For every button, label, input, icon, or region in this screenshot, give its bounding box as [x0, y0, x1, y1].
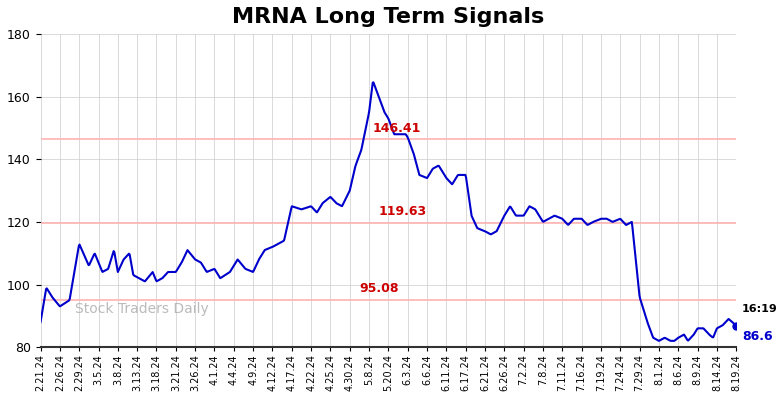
Text: 119.63: 119.63 [379, 205, 426, 219]
Text: 146.41: 146.41 [373, 121, 421, 135]
Text: Stock Traders Daily: Stock Traders Daily [75, 302, 209, 316]
Text: 86.6: 86.6 [742, 330, 773, 343]
Text: 95.08: 95.08 [359, 282, 399, 295]
Text: 16:19: 16:19 [742, 304, 778, 314]
Title: MRNA Long Term Signals: MRNA Long Term Signals [232, 7, 545, 27]
